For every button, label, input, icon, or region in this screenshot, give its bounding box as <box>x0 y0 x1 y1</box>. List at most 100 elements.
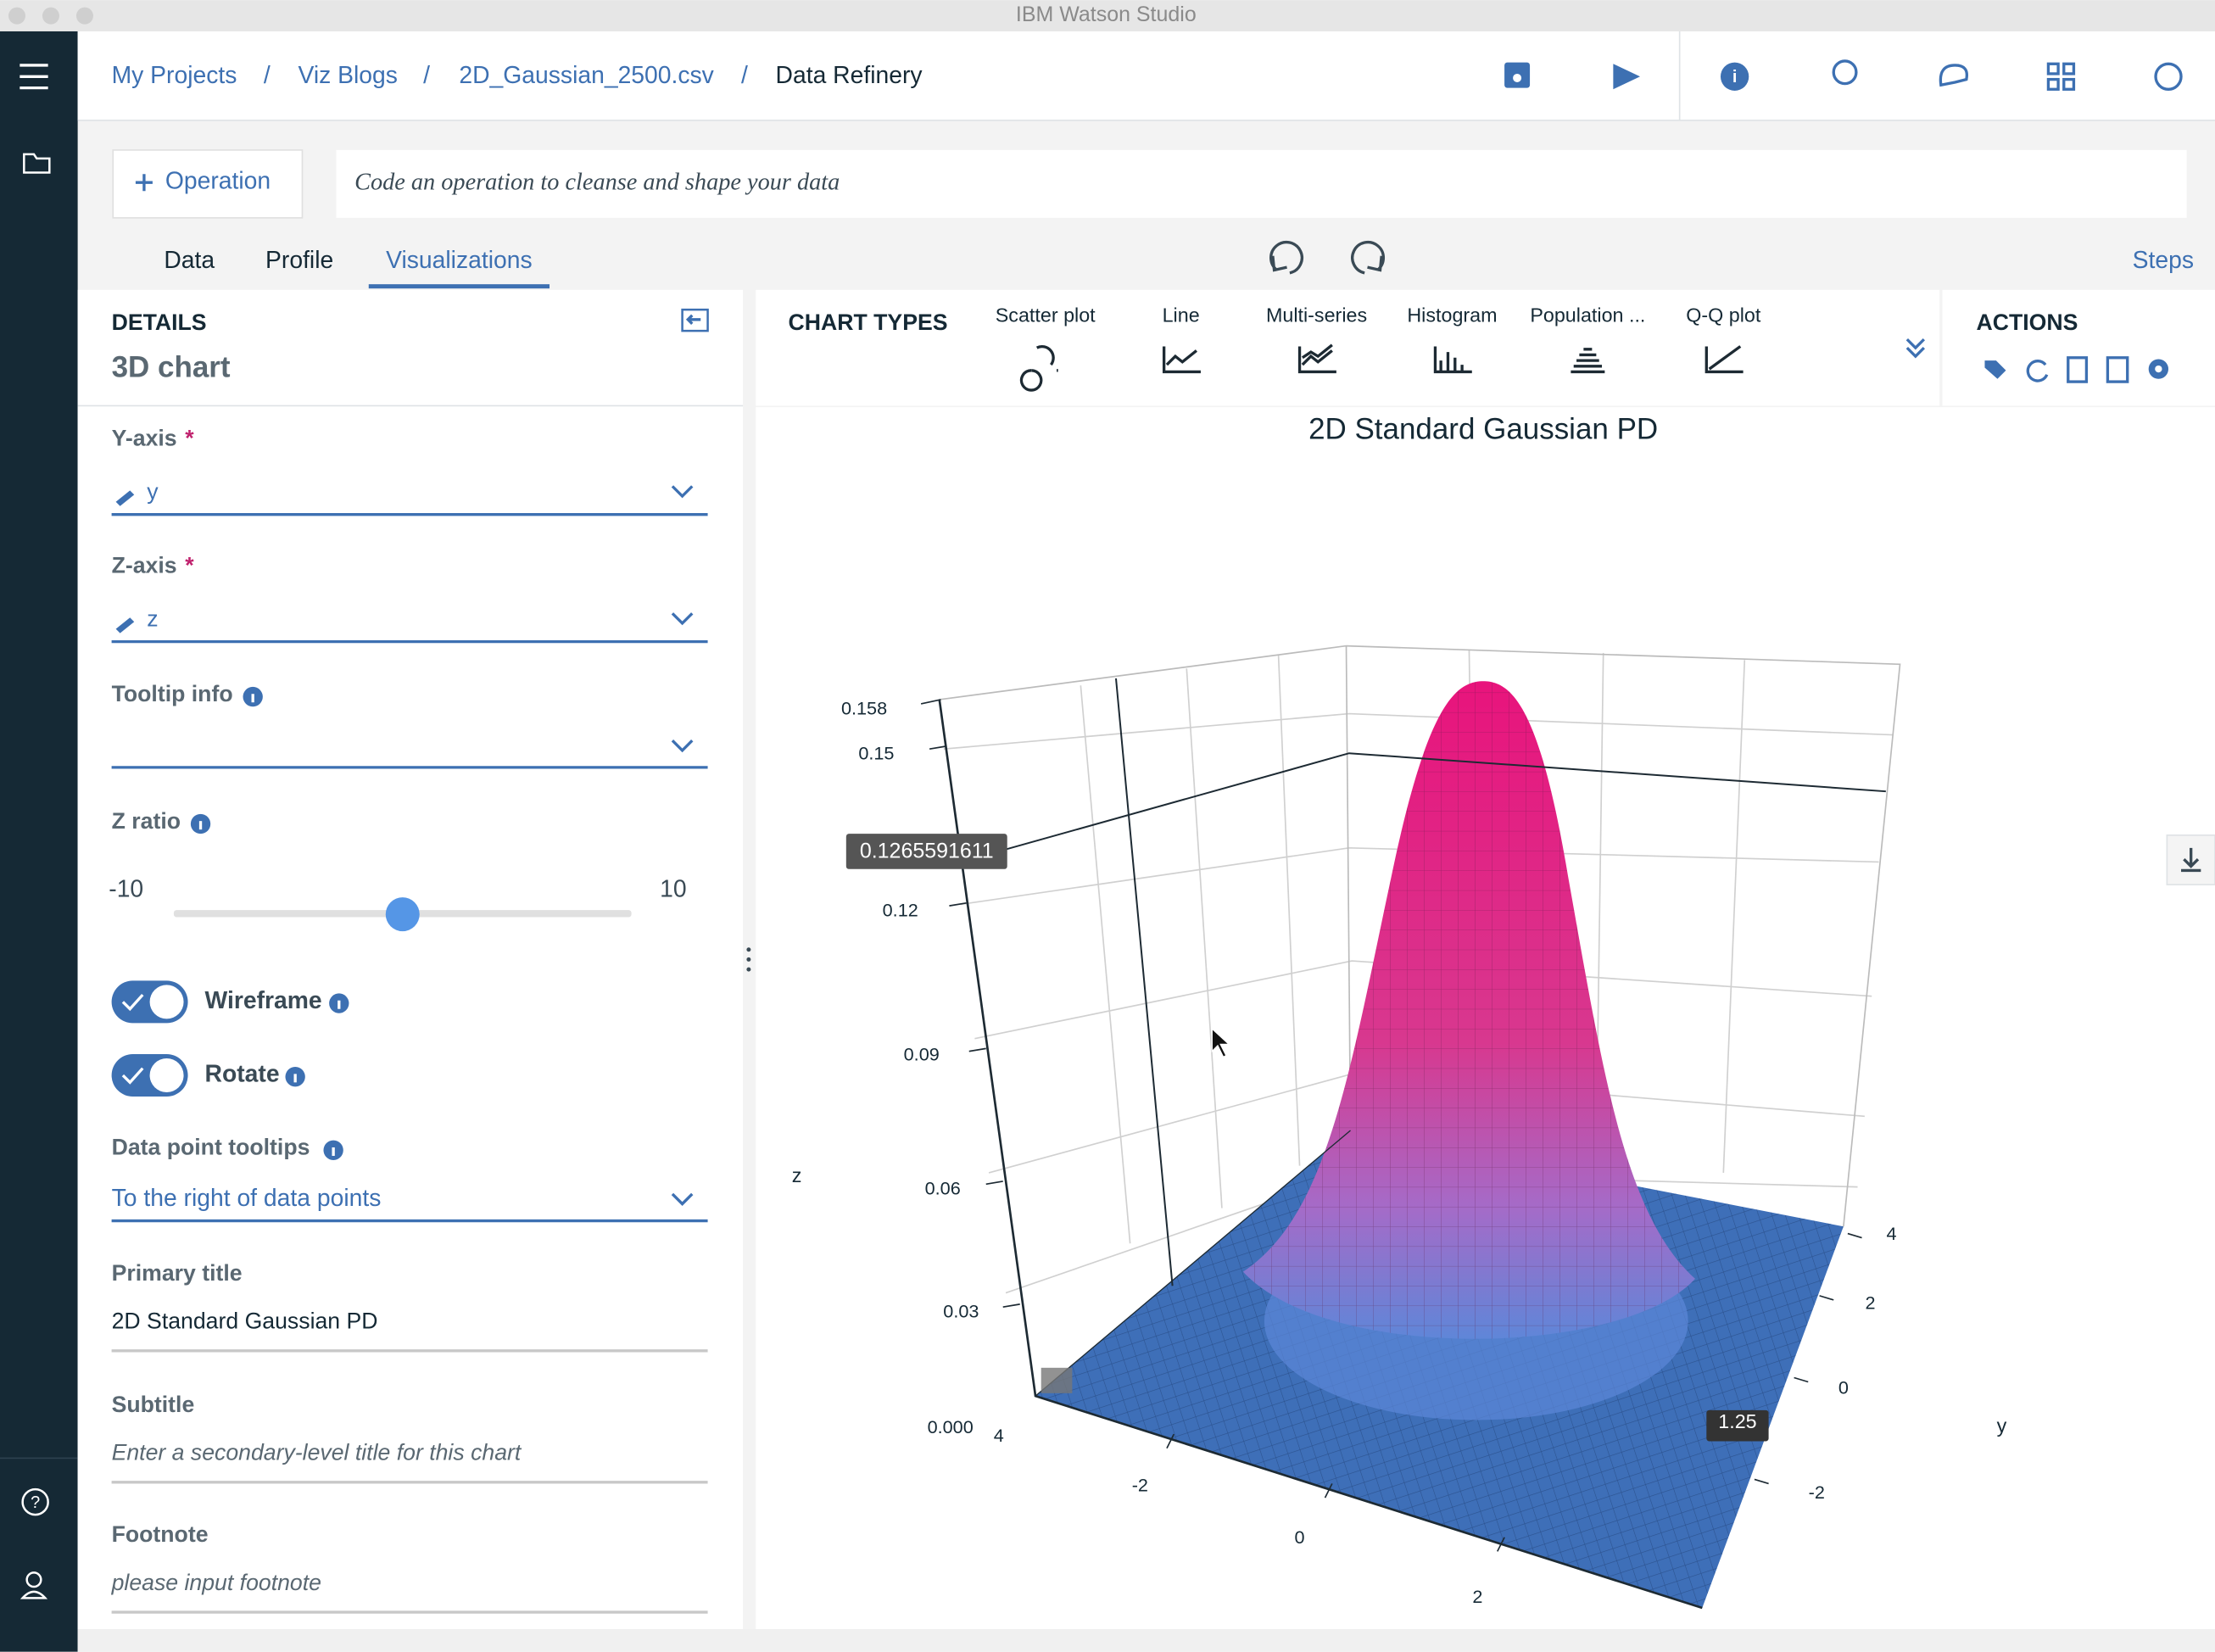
dropdown-chevron[interactable] <box>671 485 694 499</box>
chart-type-icon[interactable] <box>1019 344 1058 392</box>
chart-types-panel <box>756 289 1940 406</box>
x-tick-label: 0 <box>1295 1526 1305 1548</box>
mouse-cursor <box>1211 1027 1230 1058</box>
image-icon[interactable] <box>2106 356 2129 383</box>
field-placeholder[interactable]: Enter a secondary-level title for this c… <box>112 1440 522 1465</box>
user-icon[interactable] <box>20 1571 48 1599</box>
header <box>77 31 2215 120</box>
help-icon[interactable] <box>21 1487 49 1516</box>
search-icon[interactable] <box>1832 59 1858 86</box>
tab-data[interactable]: Data <box>164 246 215 273</box>
chart-name: 3D chart <box>112 350 231 383</box>
chart-type-label[interactable]: Histogram <box>1407 304 1497 326</box>
toggle-knob <box>149 1058 184 1093</box>
z-tick-label: 0.03 <box>943 1301 979 1322</box>
field-value[interactable]: z <box>147 606 158 632</box>
y-tick-label: 0 <box>1838 1377 1849 1398</box>
chat-icon[interactable] <box>1939 64 1969 87</box>
slider-max: 10 <box>660 874 686 901</box>
run-icon[interactable] <box>1613 64 1641 90</box>
field-label: Primary title <box>112 1260 243 1286</box>
chart-type-label[interactable]: Population ... <box>1530 304 1645 326</box>
chart-type-label[interactable]: Line <box>1163 304 1200 326</box>
breadcrumb-item[interactable]: 2D_Gaussian_2500.csv <box>459 61 714 88</box>
dropdown-chevron[interactable] <box>671 612 694 626</box>
actions-panel <box>1942 289 2215 406</box>
toggle-label: Rotate <box>205 1060 280 1087</box>
info-icon[interactable] <box>1720 62 1749 91</box>
slider-min: -10 <box>109 874 143 901</box>
required-mark: * <box>185 552 194 578</box>
window-close[interactable] <box>8 7 25 25</box>
toggle-check <box>121 1067 144 1085</box>
menu-icon[interactable] <box>20 64 48 90</box>
chart-type-label[interactable]: Q-Q plot <box>1686 304 1761 326</box>
field-value[interactable]: To the right of data points <box>112 1184 382 1211</box>
details-form: Y-axis * y Z-axis * z Tooltip info Z ratio -10 10… <box>109 425 708 1614</box>
x-tick-label: -2 <box>1132 1474 1148 1495</box>
z-tick-label: 0.000 <box>928 1416 974 1437</box>
chart-type-label[interactable]: Multi-series <box>1266 304 1367 326</box>
z-tick-label: 0.06 <box>925 1178 961 1199</box>
chart-type-icon[interactable] <box>1297 343 1336 374</box>
z-axis-label: z <box>792 1164 802 1186</box>
details-heading: DETAILS <box>112 310 207 335</box>
chart-types-heading: CHART TYPES <box>789 310 948 335</box>
dropdown-chevron[interactable] <box>671 739 694 753</box>
surface-plot: 0.158 0.15 0.12 0.09 0.06 0.03 0.000 4 -2 0 2 4 2 0 -2… <box>792 645 2007 1610</box>
info-glyph <box>338 1000 341 1009</box>
more-types-icon[interactable] <box>1905 338 1926 359</box>
z-tick-label: 0.15 <box>858 743 894 764</box>
apps-icon[interactable] <box>2046 62 2076 91</box>
code-icon[interactable] <box>2067 356 2089 383</box>
field-label: Z-axis <box>112 552 177 578</box>
z-tick-label: 0.158 <box>841 697 887 718</box>
collapse-icon[interactable] <box>681 308 709 332</box>
breadcrumb-item[interactable]: My Projects <box>112 61 237 88</box>
info-glyph <box>198 821 203 830</box>
field-label: Z ratio <box>112 808 181 834</box>
breadcrumb: My Projects / Viz Blogs / 2D_Gaussian_2500.c… <box>112 61 923 88</box>
field-label: Data point tooltips <box>112 1135 310 1160</box>
info-glyph <box>332 1147 335 1156</box>
undo-icon[interactable] <box>1269 240 1303 275</box>
tag-icon[interactable] <box>1984 360 2006 379</box>
compass-icon[interactable] <box>2154 62 2183 91</box>
dropdown-chevron[interactable] <box>671 1192 694 1206</box>
chart-type-icon[interactable] <box>1571 348 1605 374</box>
breadcrumb-item: Data Refinery <box>776 61 923 88</box>
hover-crosshair-x <box>1114 678 1174 1286</box>
hover-y-value: 1.25 <box>1718 1410 1756 1432</box>
chart-type-icon[interactable] <box>1704 345 1744 374</box>
chart-type-icon[interactable] <box>1162 346 1201 374</box>
toggle-check <box>121 993 144 1012</box>
chart-type-label[interactable]: Scatter plot <box>996 304 1096 326</box>
breadcrumb-separator: / <box>423 61 430 88</box>
code-input[interactable] <box>336 149 2187 218</box>
chart-title: 2D Standard Gaussian PD <box>1308 413 1658 446</box>
slider-thumb[interactable] <box>385 897 420 932</box>
info-glyph: i <box>1732 68 1738 87</box>
bottom-strip <box>77 1629 2215 1652</box>
window-zoom[interactable] <box>75 7 93 25</box>
tab-profile[interactable]: Profile <box>265 246 333 273</box>
field-value[interactable]: y <box>147 479 159 505</box>
collapse-arrow <box>685 314 701 325</box>
refresh-icon[interactable] <box>2026 360 2049 382</box>
side-nav <box>0 31 78 1652</box>
header-icons: i <box>1504 31 2183 120</box>
field-value[interactable]: 2D Standard Gaussian PD <box>112 1309 378 1334</box>
wall-corner <box>1345 645 1352 1130</box>
field-label: Subtitle <box>112 1392 195 1417</box>
folder-icon[interactable] <box>23 153 51 174</box>
y-tick-label: -2 <box>1809 1482 1825 1503</box>
action-icons <box>1984 356 2169 383</box>
field-placeholder[interactable]: please input footnote <box>111 1570 321 1595</box>
window-minimize[interactable] <box>42 7 59 25</box>
tab-visualizations[interactable]: Visualizations <box>386 246 533 273</box>
breadcrumb-item[interactable]: Viz Blogs <box>298 61 397 88</box>
redo-icon[interactable] <box>1351 240 1386 275</box>
steps-link[interactable]: Steps <box>2133 246 2194 273</box>
chart-type-icon[interactable] <box>1433 346 1472 374</box>
